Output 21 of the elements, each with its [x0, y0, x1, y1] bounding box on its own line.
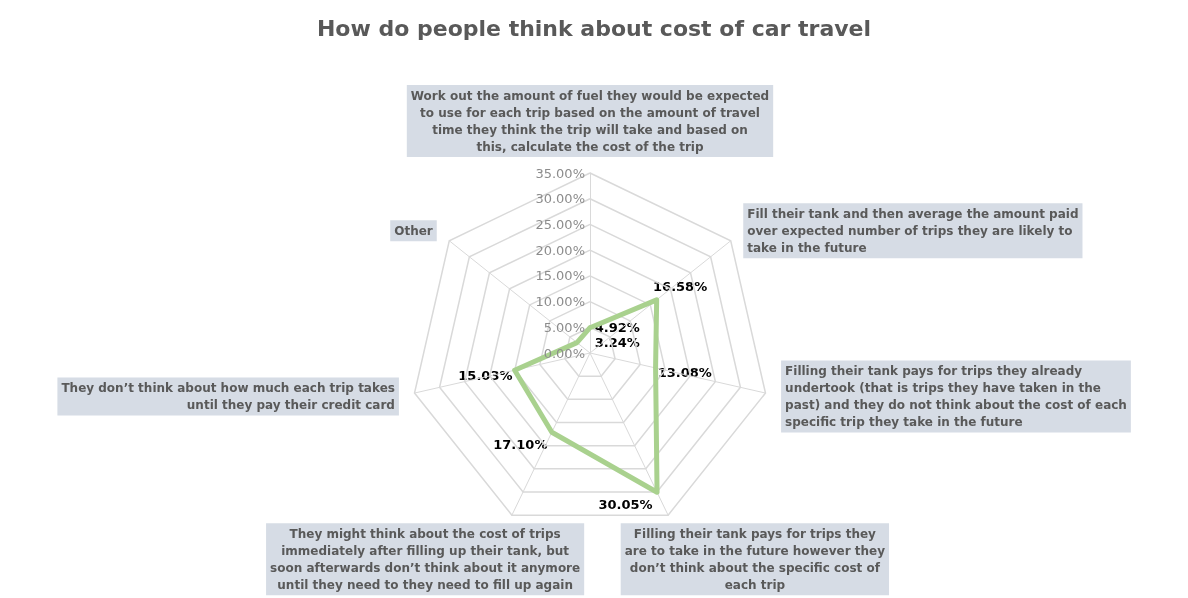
- data-label: 15.03%: [458, 367, 513, 383]
- y-tick-label: 25.00%: [535, 216, 585, 232]
- spoke-label: Other: [394, 223, 433, 238]
- spoke-label: Filling their tank pays for trips they are to take in the future however they don’t think about the specific cost of each trip: [624, 526, 886, 592]
- y-tick-label: 15.00%: [535, 268, 585, 284]
- spoke-label: They don’t think about how much each trip takes until they pay their credit card: [61, 381, 395, 413]
- data-label: 16.58%: [653, 278, 708, 294]
- chart-title: How do people think about cost of car travel: [316, 15, 872, 41]
- spoke-label: Fill their tank and then average the amount paid over expected number of trips they are likely to take in the future: [747, 206, 1079, 255]
- y-tick-label: 5.00%: [543, 319, 585, 335]
- data-label: 3.24%: [594, 335, 640, 351]
- data-label: 17.10%: [493, 436, 548, 452]
- spoke-label: Filling their tank pays for trips they already undertook (that is trips they have taken in the past) and they do not think about the cost of each specific trip they take in the future: [785, 364, 1127, 430]
- spoke-label: Work out the amount of fuel they would be expected to use for each trip based on the amount of travel time they think the trip will take and based on this, calculate the cost of the trip: [410, 88, 770, 154]
- y-tick-label: 20.00%: [535, 242, 585, 258]
- data-label: 13.08%: [657, 365, 712, 381]
- y-tick-label: 10.00%: [535, 294, 585, 310]
- y-tick-label: 35.00%: [535, 165, 585, 181]
- y-tick-label: 30.00%: [535, 191, 585, 207]
- data-label: 30.05%: [598, 496, 653, 512]
- spoke-label: They might think about the cost of trips immediately after filling up their tank, but soon afterwards don’t think about it anymore until they need to they need to fill up again: [270, 526, 581, 592]
